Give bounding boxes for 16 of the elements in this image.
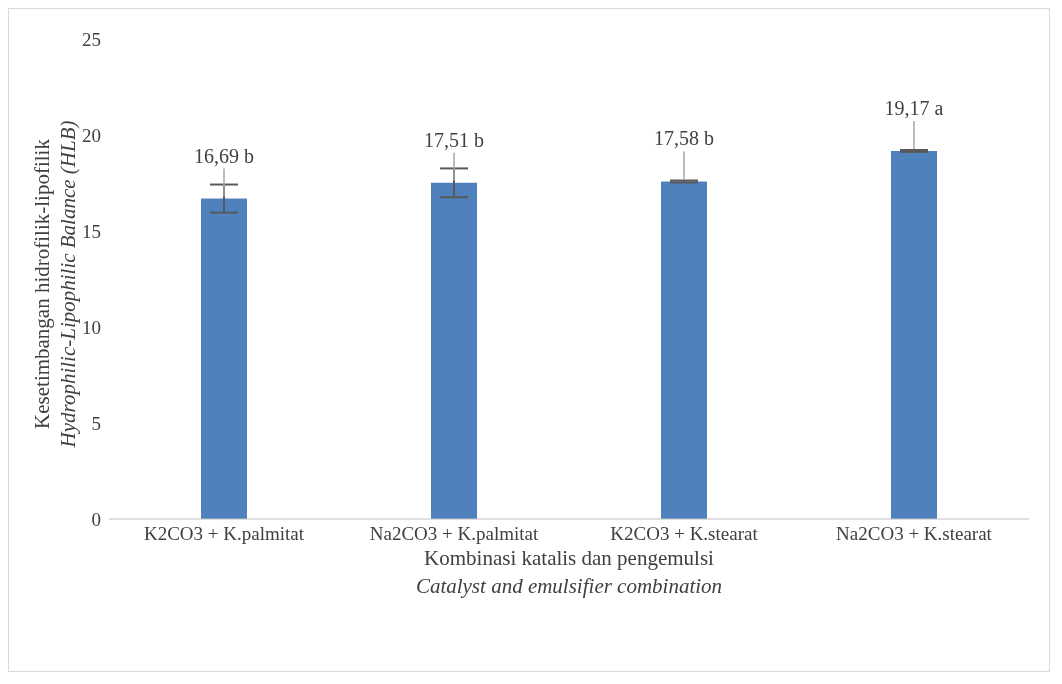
y-tick-label: 5	[91, 412, 101, 434]
x-tick-label: Na2CO3 + K.palmitat	[369, 523, 539, 545]
x-axis-title: Kombinasi katalis dan pengemulsi Catalyst and emulsifier combination	[414, 545, 724, 600]
y-tick-label: 10	[82, 316, 101, 338]
y-tick-label: 0	[91, 508, 101, 530]
data-label: 16,69 b	[194, 144, 254, 167]
y-axis-title: Kesetimbangan hidrofilik-lipofilik Hydrophilic-Lipophilic Balance (HLB)	[28, 120, 80, 448]
y-tick-label: 20	[82, 124, 101, 146]
x-tick-label: Na2CO3 + K.stearat	[836, 523, 993, 545]
data-label: 17,51 b	[424, 128, 484, 151]
x-tick-label: K2CO3 + K.stearat	[610, 523, 759, 545]
y-tick-label: 25	[82, 28, 101, 50]
data-label: 19,17 a	[884, 96, 944, 119]
data-label: 17,58 b	[654, 127, 714, 150]
x-tick-label: K2CO3 + K.palmitat	[143, 523, 305, 545]
y-tick-label: 15	[82, 220, 101, 242]
